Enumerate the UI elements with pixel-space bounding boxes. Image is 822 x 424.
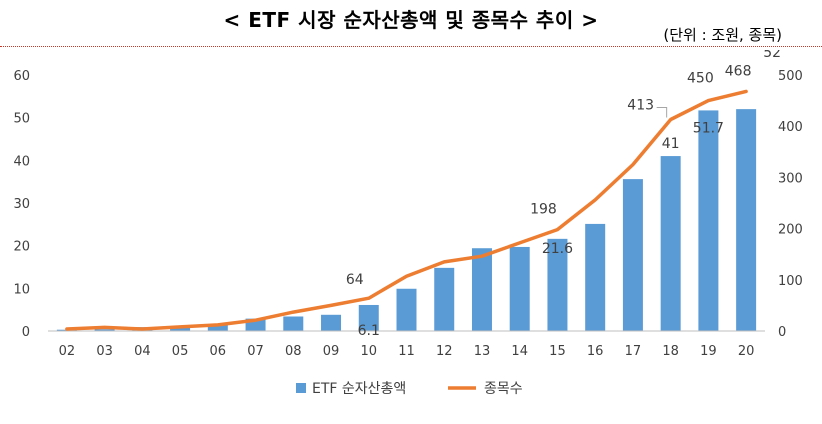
- x-tick-label: 14: [511, 344, 528, 359]
- bar-12: [434, 267, 455, 331]
- line-data-label: 468: [725, 63, 752, 79]
- unit-note: (단위 : 조원, 종목): [663, 26, 782, 44]
- bar-series: [56, 109, 757, 331]
- y-left-tick-label: 10: [13, 282, 30, 297]
- bar-10: [358, 304, 379, 331]
- legend: ETF 순자산총액 종목수: [296, 381, 523, 397]
- bar-17: [622, 179, 643, 331]
- x-tick-label: 08: [285, 344, 302, 359]
- legend-line-label: 종목수: [484, 381, 523, 397]
- line-series: [65, 89, 748, 331]
- axes: 02 03 04 05 06 07 08 09 10 11 12 13 14 15 16 17 18 19 2001…: [13, 69, 802, 359]
- x-tick-label: 04: [134, 344, 151, 359]
- line-data-label: 413: [627, 98, 654, 114]
- x-tick-label: 02: [59, 344, 76, 359]
- x-tick-label: 06: [210, 344, 227, 359]
- dotted-divider: [0, 46, 822, 47]
- x-tick-label: 19: [700, 344, 717, 359]
- bar-13: [471, 248, 492, 331]
- bar-09: [321, 314, 342, 331]
- bar-19: [698, 110, 719, 331]
- bar-18: [660, 156, 681, 331]
- y-left-tick-label: 0: [22, 325, 30, 340]
- legend-bar-swatch: [296, 383, 306, 393]
- line-data-label: 64: [346, 272, 364, 288]
- chart-container: 02 03 04 05 06 07 08 09 10 11 12 13 14 15 16 17 18 19 20 0 1…: [0, 45, 822, 420]
- bar-05: [170, 326, 191, 331]
- bar-data-label: 41: [662, 136, 680, 152]
- y-left-tick-label: 60: [13, 69, 30, 84]
- y-right-tick-label: 100: [778, 274, 803, 289]
- bar-11: [396, 288, 417, 331]
- data-labels: 64 198 413 450 468 6.1 21.6 41 51.7 52: [346, 45, 781, 339]
- bar-03: [94, 329, 115, 331]
- bar-16: [585, 223, 606, 331]
- x-tick-label: 18: [662, 344, 679, 359]
- page-title: < ETF 시장 순자산총액 및 종목수 추이 >: [223, 8, 599, 32]
- bar-20: [736, 109, 757, 331]
- bar-06: [207, 324, 228, 331]
- legend-bar-label: ETF 순자산총액: [312, 381, 406, 397]
- header: < ETF 시장 순자산총액 및 종목수 추이 > (단위 : 조원, 종목): [0, 4, 822, 44]
- x-tick-label: 10: [360, 344, 377, 359]
- bar-data-label: 52: [763, 50, 781, 61]
- bar-data-label: 21.6: [542, 241, 573, 257]
- leader-line: [656, 107, 668, 118]
- combo-chart: 02 03 04 05 06 07 08 09 10 11 12 13 14 15 16 17 18 19 2001…: [13, 45, 802, 397]
- x-tick-label: 16: [587, 344, 604, 359]
- y-right-tick-label: 0: [778, 325, 786, 340]
- x-tick-label: 17: [625, 344, 642, 359]
- y-left-tick-label: 20: [13, 240, 30, 255]
- y-right-tick-label: 500: [778, 69, 803, 84]
- line-data-label: 198: [530, 202, 557, 218]
- y-left-tick-label: 50: [13, 112, 30, 127]
- bar-08: [283, 316, 304, 331]
- bar-data-label: 6.1: [358, 323, 380, 339]
- x-tick-label: 12: [436, 344, 453, 359]
- x-tick-label: 07: [247, 344, 264, 359]
- x-tick-label: 20: [738, 344, 755, 359]
- y-right-tick-label: 300: [778, 171, 803, 186]
- bar-14: [509, 246, 530, 331]
- x-tick-label: 11: [398, 344, 415, 359]
- x-tick-label: 09: [323, 344, 340, 359]
- bar-data-label: 51.7: [693, 120, 724, 136]
- y-left-tick-label: 40: [13, 154, 30, 169]
- x-tick-label: 13: [474, 344, 491, 359]
- line-path: [65, 89, 748, 331]
- line-data-label: 450: [687, 71, 714, 87]
- x-tick-label: 05: [172, 344, 189, 359]
- y-right-tick-label: 200: [778, 223, 803, 238]
- bar-15: [547, 238, 568, 331]
- y-right-tick-label: 400: [778, 120, 803, 135]
- x-tick-label: 15: [549, 344, 566, 359]
- x-tick-label: 03: [96, 344, 113, 359]
- y-left-tick-label: 30: [13, 197, 30, 212]
